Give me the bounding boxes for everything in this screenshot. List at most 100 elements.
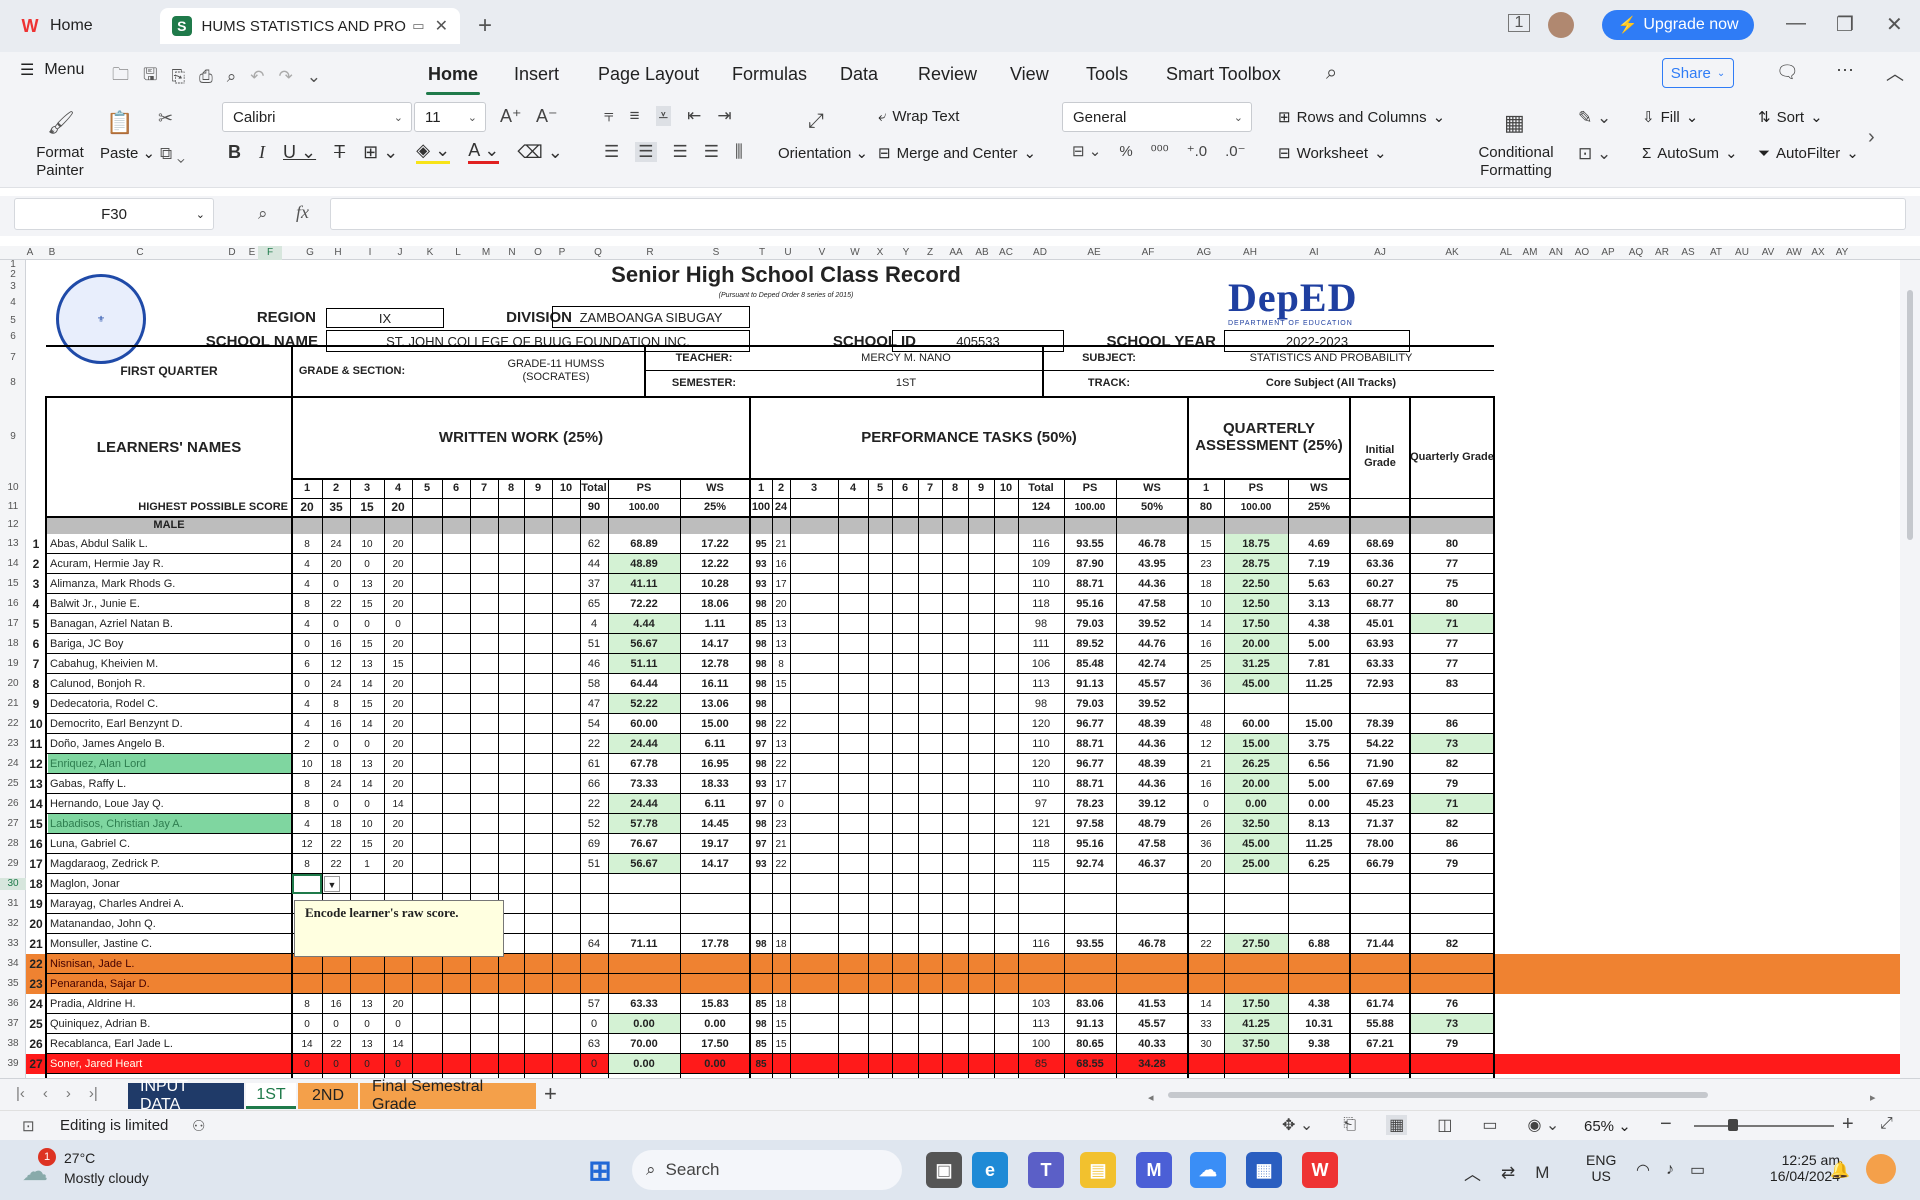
close-window-icon[interactable]: ✕ — [1886, 14, 1903, 36]
learner-name[interactable]: Hernando, Loue Jay Q. — [50, 798, 164, 810]
column-header-aw[interactable]: AW — [1786, 247, 1802, 258]
ww-score[interactable]: 20 — [392, 638, 404, 650]
more-options-icon[interactable]: ⋯ — [1836, 60, 1854, 80]
windows-start-icon[interactable]: ⊞ — [588, 1154, 612, 1186]
cell-style-icon[interactable]: ✎ ⌄ — [1578, 108, 1612, 127]
ww-score[interactable]: 8 — [304, 598, 310, 610]
pt-score[interactable] — [750, 954, 772, 974]
sheet-tab-1st[interactable]: 1ST — [246, 1083, 296, 1109]
pt-score[interactable]: 13 — [775, 738, 787, 750]
justify-icon[interactable]: ☰ — [703, 142, 719, 161]
mail-icon[interactable]: M — [1136, 1152, 1172, 1188]
ww-score[interactable]: 16 — [330, 998, 342, 1010]
ww-score[interactable]: 12 — [301, 838, 313, 850]
row-header-34[interactable]: 34 — [7, 958, 19, 969]
ww-score[interactable]: 22 — [330, 598, 342, 610]
pt-score[interactable]: 93 — [755, 858, 767, 870]
column-header-ay[interactable]: AY — [1835, 247, 1849, 258]
bell-icon[interactable]: 🔔 — [1830, 1162, 1850, 1179]
ww-score[interactable]: 4 — [304, 578, 310, 590]
print-preview-icon[interactable]: ⌕ — [226, 66, 237, 86]
row-header-35[interactable]: 35 — [7, 978, 19, 989]
learner-name[interactable]: Marayag, Charles Andrei A. — [50, 898, 184, 910]
menu-page-layout[interactable]: Page Layout — [598, 64, 700, 84]
ww-score[interactable]: 4 — [304, 718, 310, 730]
zoom-slider-handle[interactable] — [1728, 1119, 1738, 1131]
ww-score[interactable]: 13 — [361, 658, 373, 670]
ww-score[interactable] — [384, 874, 412, 894]
ww-score[interactable]: 20 — [392, 678, 404, 690]
qa-score[interactable]: 20 — [1200, 858, 1212, 870]
row-header-8[interactable]: 8 — [10, 377, 16, 388]
ww-score[interactable]: 14 — [392, 1038, 404, 1050]
ww-score[interactable]: 14 — [361, 778, 373, 790]
pt-score[interactable]: 22 — [775, 718, 787, 730]
column-header-a[interactable]: A — [26, 247, 34, 258]
language-indicator[interactable]: ENG US — [1586, 1152, 1616, 1184]
qa-score[interactable]: 12 — [1200, 738, 1212, 750]
row-header-16[interactable]: 16 — [7, 598, 19, 609]
redo-icon[interactable]: ↷ — [278, 66, 293, 86]
focus-mode-icon[interactable]: ⎗ — [1343, 1116, 1357, 1133]
ww-score[interactable] — [322, 954, 350, 974]
ww-score[interactable]: 20 — [330, 558, 342, 570]
ww-score[interactable]: 12 — [330, 658, 342, 670]
ww-score[interactable]: 8 — [333, 698, 339, 710]
column-header-ad[interactable]: AD — [1033, 247, 1047, 258]
row-header-1[interactable]: 1 — [10, 259, 16, 270]
align-middle-icon[interactable]: ≡ — [629, 106, 640, 125]
ww-score[interactable]: 4 — [304, 698, 310, 710]
ww-score[interactable]: 0 — [333, 618, 339, 630]
pt-score[interactable]: 95 — [755, 538, 767, 550]
menu-insert[interactable]: Insert — [514, 64, 560, 84]
pt-score[interactable]: 85 — [755, 998, 767, 1010]
learner-name[interactable]: Matanandao, John Q. — [50, 918, 156, 930]
ww-score[interactable]: 13 — [361, 998, 373, 1010]
chevron-right-icon[interactable]: › — [1868, 126, 1875, 148]
ww-score[interactable]: 4 — [304, 618, 310, 630]
column-header-aq[interactable]: AQ — [1628, 247, 1644, 258]
close-tab-icon[interactable]: ✕ — [434, 18, 448, 35]
collapse-ribbon-icon[interactable]: ︿ — [1886, 64, 1904, 84]
weather-temp[interactable]: 27°C — [64, 1150, 96, 1166]
pt-score[interactable]: 93 — [755, 578, 767, 590]
qa-score[interactable]: 10 — [1200, 598, 1212, 610]
conditional-formatting-icon[interactable]: ▦ — [1504, 110, 1525, 135]
avatar[interactable] — [1548, 12, 1574, 38]
ww-score[interactable]: 14 — [301, 1038, 313, 1050]
qa-score[interactable]: 30 — [1200, 1038, 1212, 1050]
ww-score[interactable] — [350, 974, 384, 994]
qa-score[interactable] — [1188, 894, 1224, 914]
pt-score[interactable] — [772, 954, 790, 974]
learner-name[interactable]: Soner, Jared Heart — [50, 1058, 143, 1070]
pt-score[interactable] — [772, 914, 790, 934]
wifi-icon[interactable]: ◠ — [1636, 1162, 1650, 1179]
percent-icon[interactable]: % — [1119, 142, 1133, 160]
cut-icon[interactable]: ✂ — [158, 108, 174, 128]
chevron-up-icon[interactable]: ︿ — [1464, 1165, 1481, 1184]
pt-score[interactable]: 97 — [755, 838, 767, 850]
row-header-37[interactable]: 37 — [7, 1018, 19, 1029]
paste-button[interactable]: Paste ⌄ — [100, 145, 156, 162]
restore-icon[interactable]: ❐ — [1836, 14, 1854, 36]
row-header-39[interactable]: 39 — [7, 1058, 19, 1069]
taskbar-search[interactable]: ⌕ Search — [632, 1150, 902, 1190]
ww-score[interactable]: 20 — [392, 578, 404, 590]
ww-score[interactable]: 20 — [392, 538, 404, 550]
ww-score[interactable]: 13 — [361, 578, 373, 590]
ww-score[interactable]: 8 — [304, 998, 310, 1010]
store-icon[interactable]: ▦ — [1246, 1152, 1282, 1188]
pt-score[interactable]: 85 — [755, 1038, 767, 1050]
zoom-icon[interactable]: ⌕ — [258, 204, 268, 223]
ww-score[interactable]: 8 — [304, 778, 310, 790]
row-header-14[interactable]: 14 — [7, 558, 19, 569]
menu-view[interactable]: View — [1010, 64, 1049, 84]
pt-score[interactable]: 85 — [755, 1058, 767, 1070]
format-painter-icon[interactable]: 🖌 — [47, 110, 75, 135]
row-header-25[interactable]: 25 — [7, 778, 19, 789]
orientation-icon[interactable]: ⤢ — [808, 110, 824, 132]
ww-score[interactable]: 24 — [330, 778, 342, 790]
zoom-out-icon[interactable]: − — [1660, 1113, 1672, 1135]
ww-score[interactable]: 0 — [304, 678, 310, 690]
onedrive-icon[interactable]: ☁ — [1190, 1152, 1226, 1188]
